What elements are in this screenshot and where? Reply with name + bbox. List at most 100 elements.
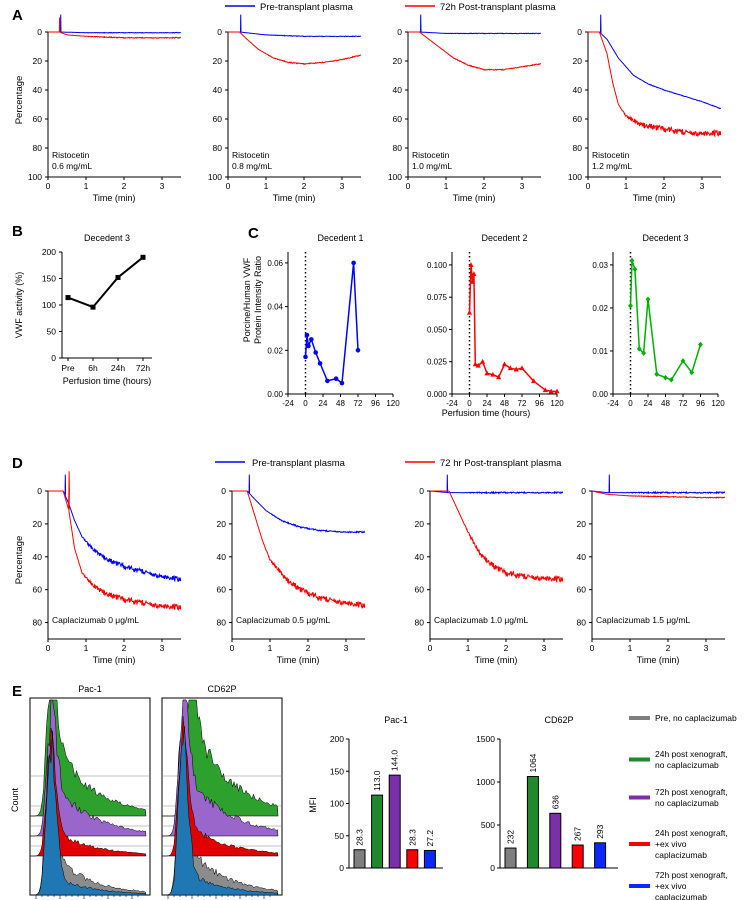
x-tick-label: 2 bbox=[122, 181, 127, 191]
y-axis-title: VWF activity (%) bbox=[14, 272, 24, 339]
x-tick-label: 120 bbox=[711, 399, 725, 408]
x-tick-label: 72 bbox=[518, 399, 527, 408]
y-tick-label: 80 bbox=[217, 618, 227, 628]
x-tick-label: 1 bbox=[84, 181, 89, 191]
x-tick-label: 3 bbox=[344, 643, 349, 653]
x-tick-label: 2 bbox=[122, 643, 127, 653]
bar bbox=[504, 847, 517, 869]
data-point bbox=[306, 343, 311, 349]
data-point bbox=[317, 361, 323, 366]
x-tick-label: 96 bbox=[535, 399, 544, 408]
data-point bbox=[339, 380, 345, 386]
x-tick-label: 0 bbox=[628, 399, 633, 408]
histogram-title: CD62P bbox=[207, 684, 236, 694]
series-line-pre-transplant bbox=[228, 14, 362, 38]
series-line-vwf bbox=[67, 256, 144, 309]
x-tick-label: 3 bbox=[160, 643, 165, 653]
x-tick-label: 48 bbox=[336, 399, 345, 408]
data-point bbox=[471, 271, 477, 276]
reagent-label: Ristocetin bbox=[232, 150, 270, 160]
data-point bbox=[490, 371, 496, 377]
bar-value-label: 636 bbox=[550, 795, 560, 809]
series-line-72hr-post bbox=[48, 471, 182, 611]
x-tick-label: 1 bbox=[84, 643, 89, 653]
x-tick-label: 0 bbox=[303, 399, 308, 408]
legend-label: 72h post xenograft, bbox=[655, 870, 728, 880]
bar bbox=[549, 812, 562, 869]
y-tick-label: 0.025 bbox=[427, 358, 448, 367]
legend-pre-transplant: Pre-transplant plasma bbox=[252, 458, 346, 469]
series-line-pre-transplant bbox=[430, 474, 564, 495]
series-line-72h-post bbox=[228, 31, 362, 65]
y-tick-label: 0 bbox=[419, 486, 424, 496]
y-tick-label: 0.050 bbox=[427, 325, 448, 334]
x-axis-title: Perfusion time (hours) bbox=[63, 376, 152, 386]
data-point bbox=[325, 378, 330, 384]
x-tick-label: 120 bbox=[386, 399, 400, 408]
x-tick-label: 3 bbox=[700, 181, 705, 191]
legend-pre-transplant: Pre-transplant plasma bbox=[260, 2, 354, 13]
y-tick-label: 0.06 bbox=[267, 259, 283, 268]
panel-letter-e: E bbox=[12, 683, 22, 700]
data-point bbox=[472, 361, 478, 367]
data-point bbox=[115, 274, 121, 280]
bar bbox=[526, 775, 539, 869]
bar-value-label: 1064 bbox=[528, 753, 538, 772]
concentration-label: 1.0 mg/mL bbox=[412, 161, 452, 171]
series-line-pre-transplant bbox=[48, 14, 182, 34]
y-tick-label: 0 bbox=[397, 27, 402, 37]
y-tick-label: 500 bbox=[481, 820, 495, 830]
legend-label: 24h post xenograft, bbox=[655, 828, 728, 838]
y-tick-label: 20 bbox=[393, 56, 403, 66]
y-tick-label: 80 bbox=[33, 143, 43, 153]
data-point bbox=[468, 262, 474, 267]
y-tick-label: 20 bbox=[213, 56, 223, 66]
data-point bbox=[698, 341, 703, 348]
bar bbox=[594, 842, 607, 869]
x-tick-label: 0 bbox=[406, 181, 411, 191]
series-line-pre-transplant bbox=[588, 14, 722, 110]
x-axis-title: Time (min) bbox=[633, 193, 676, 203]
y-tick-label: 20 bbox=[217, 519, 227, 529]
y-tick-label: 100 bbox=[208, 172, 222, 182]
x-tick-label: 24 bbox=[644, 399, 653, 408]
panel-letter-b: B bbox=[12, 223, 23, 240]
y-tick-label: 80 bbox=[573, 143, 583, 153]
y-tick-label: 60 bbox=[393, 114, 403, 124]
x-axis-title: Time (min) bbox=[93, 193, 136, 203]
series-line bbox=[629, 260, 702, 381]
data-point bbox=[313, 350, 319, 355]
data-point bbox=[513, 366, 519, 372]
x-tick-label: 1 bbox=[466, 643, 471, 653]
y-tick-label: 0.00 bbox=[592, 390, 608, 399]
legend-label: caplacizumab bbox=[655, 892, 707, 900]
chart-title: Decedent 3 bbox=[84, 233, 130, 243]
x-tick-label: 120 bbox=[550, 399, 564, 408]
y-tick-label: 0.01 bbox=[592, 347, 608, 356]
y-tick-label: 20 bbox=[577, 519, 587, 529]
x-tick-label: 24 bbox=[483, 399, 492, 408]
y-tick-label: 20 bbox=[573, 56, 583, 66]
bar-value-label: 144.0 bbox=[390, 750, 400, 772]
y-tick-label: 60 bbox=[213, 114, 223, 124]
y-tick-label: 60 bbox=[577, 585, 587, 595]
y-tick-label: 20 bbox=[415, 519, 425, 529]
series-line-pre-transplant bbox=[48, 474, 182, 583]
bar-value-label: 267 bbox=[573, 827, 583, 841]
x-tick-label: 1 bbox=[624, 181, 629, 191]
series-line-72h-post bbox=[588, 31, 722, 138]
x-tick-label: 3 bbox=[542, 643, 547, 653]
y-tick-label: 20 bbox=[33, 56, 43, 66]
x-tick-label: 6h bbox=[88, 363, 98, 373]
legend-label: no caplacizumab bbox=[655, 798, 719, 808]
x-tick-label: Pre bbox=[61, 363, 75, 373]
caplacizumab-label: Caplacizumab 0.5 μg/mL bbox=[236, 615, 330, 625]
y-tick-label: 150 bbox=[42, 274, 56, 284]
x-tick-label: 96 bbox=[371, 399, 380, 408]
legend-label: 24h post xenograft, bbox=[655, 749, 728, 759]
chart-title: Decedent 1 bbox=[317, 233, 363, 243]
data-point bbox=[519, 365, 525, 371]
x-tick-label: 48 bbox=[661, 399, 670, 408]
histogram-72h bbox=[162, 699, 279, 837]
y-tick-label: 40 bbox=[393, 85, 403, 95]
